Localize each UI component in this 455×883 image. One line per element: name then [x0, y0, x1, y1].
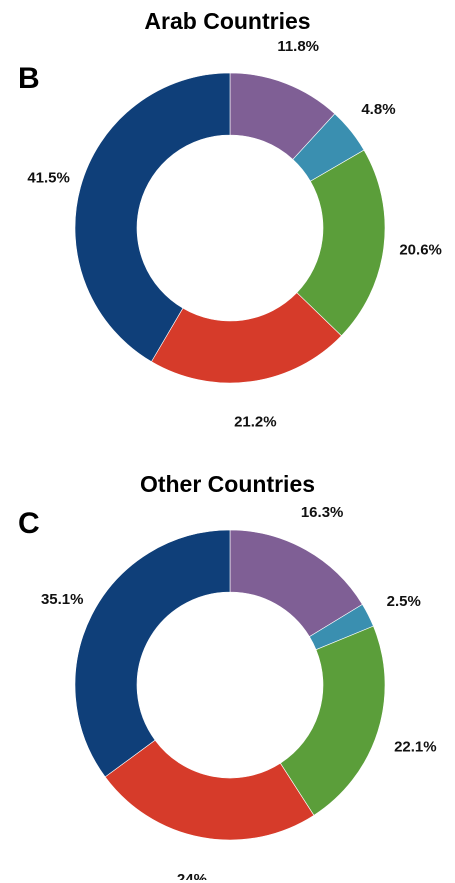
chart-panel-other: Other Countries C 16.3% 2.5% 22.1% 24% 35.1% — [0, 440, 455, 880]
donut-chart-arab: 11.8% 4.8% 20.6% 21.2% 41.5% — [27, 38, 442, 430]
chart-title: Arab Countries — [144, 8, 311, 34]
chart-panel-arab: Arab Countries B 11.8% 4.8% 20.6% 21.2% 41.5… — [0, 0, 455, 440]
donut-slice — [296, 149, 386, 337]
panel-letter: B — [18, 62, 40, 95]
slice-label: 22.1% — [394, 738, 437, 755]
slice-label: 24% — [177, 871, 207, 880]
donut-chart-other: 16.3% 2.5% 22.1% 24% 35.1% — [41, 504, 437, 880]
slice-label: 35.1% — [41, 591, 84, 608]
panel-letter: C — [18, 507, 40, 540]
slice-label: 4.8% — [361, 101, 395, 118]
donut-slice — [279, 625, 386, 816]
donut-slice — [74, 72, 231, 363]
slice-label: 41.5% — [27, 170, 70, 187]
donut-slice — [74, 529, 231, 778]
slice-label: 16.3% — [301, 504, 344, 521]
donut-slice — [104, 739, 315, 841]
slice-label: 11.8% — [277, 38, 319, 55]
slice-label: 21.2% — [234, 413, 277, 430]
slice-label: 2.5% — [387, 593, 421, 610]
chart-title: Other Countries — [139, 471, 316, 497]
slice-label: 20.6% — [399, 242, 442, 259]
